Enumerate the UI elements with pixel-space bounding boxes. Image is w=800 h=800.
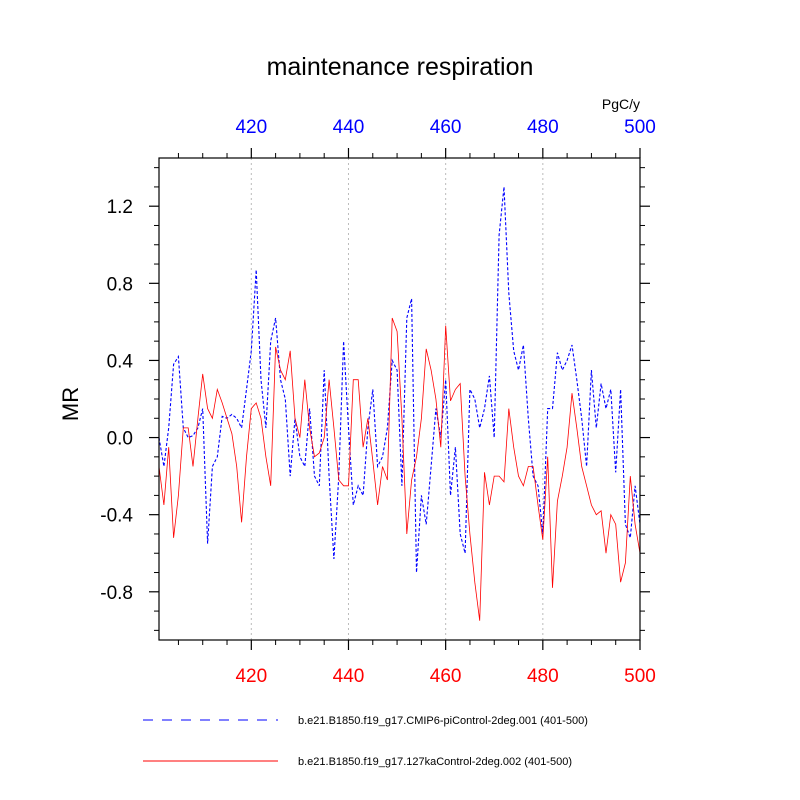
- legend-label-1: b.e21.B1850.f19_g17.CMIP6-piControl-2deg…: [298, 715, 588, 727]
- x-tick-label-bottom: 500: [624, 666, 656, 687]
- y-tick-label: -0.8: [100, 583, 133, 604]
- x-tick-label-top: 420: [235, 117, 267, 138]
- x-tick-label-top: 500: [624, 117, 656, 138]
- x-tick-label-top: 480: [527, 117, 559, 138]
- grid-lines: [250, 158, 544, 640]
- legend: b.e21.B1850.f19_g17.CMIP6-piControl-2deg…: [143, 715, 588, 768]
- y-tick-label: 0.0: [107, 429, 133, 450]
- series-group: [158, 186, 641, 621]
- y-tick-label: -0.4: [100, 506, 133, 527]
- legend-label-2: b.e21.B1850.f19_g17.127kaControl-2deg.00…: [298, 756, 572, 768]
- units-label: PgC/y: [602, 96, 640, 112]
- x-tick-label-bottom: 480: [527, 666, 559, 687]
- y-tick-label: 0.8: [107, 274, 133, 295]
- x-tick-label-top: 460: [430, 117, 462, 138]
- y-tick-label: 1.2: [107, 197, 133, 218]
- x-tick-label-bottom: 440: [333, 666, 365, 687]
- x-tick-label-bottom: 420: [235, 666, 267, 687]
- plot-frame: [158, 157, 641, 641]
- y-tick-label: 0.4: [107, 351, 134, 372]
- x-tick-label-top: 440: [333, 117, 365, 138]
- series-line-2: [158, 317, 641, 621]
- series-line-1: [158, 186, 641, 573]
- x-tick-label-bottom: 460: [430, 666, 462, 687]
- axes: 420 420 440 440 460 460 480 480 500 500 -0.8 -0.4 0.…: [100, 117, 656, 687]
- y-axis-label: MR: [58, 387, 83, 421]
- chart-title: maintenance respiration: [267, 53, 534, 81]
